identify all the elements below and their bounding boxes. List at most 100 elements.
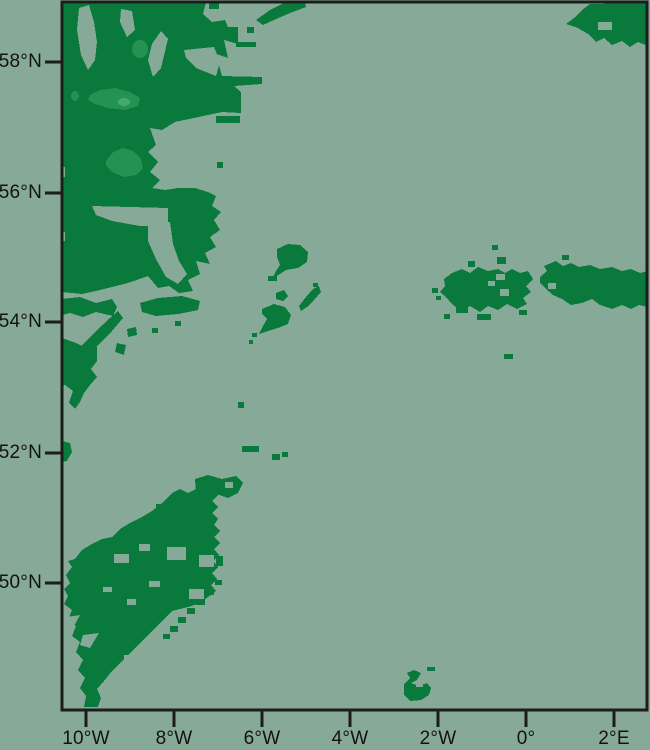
sea-inlet bbox=[148, 31, 168, 77]
sea-inlet bbox=[80, 633, 99, 648]
lon-label: 2°E bbox=[598, 728, 630, 749]
land-islet bbox=[249, 340, 253, 344]
land-highland-patch bbox=[106, 148, 143, 177]
land-islet bbox=[436, 296, 441, 300]
sea-inlet bbox=[120, 9, 135, 37]
land-islet bbox=[282, 452, 288, 457]
land-region bbox=[272, 244, 308, 279]
sea-inlet bbox=[598, 22, 612, 30]
land-highland-patch bbox=[71, 91, 79, 101]
land-islet bbox=[215, 580, 222, 585]
land-region bbox=[299, 286, 321, 311]
sea-inlet bbox=[63, 232, 65, 241]
sea-inlet bbox=[488, 281, 495, 286]
land-islet bbox=[146, 519, 152, 523]
land-region bbox=[63, 297, 117, 317]
land-islet bbox=[236, 42, 256, 47]
land-islet bbox=[178, 617, 186, 623]
lon-label: 2°W bbox=[419, 728, 457, 749]
land-region bbox=[440, 267, 533, 312]
sea-inlet bbox=[500, 289, 509, 296]
lon-label: 8°W bbox=[155, 728, 193, 749]
lon-label: 4°W bbox=[331, 728, 369, 749]
land-islet bbox=[427, 667, 435, 671]
lon-label: 10°W bbox=[62, 728, 110, 749]
land-islet bbox=[497, 257, 506, 264]
lat-label: 50°N bbox=[0, 572, 42, 593]
land-islet bbox=[130, 526, 138, 531]
map-frame bbox=[60, 0, 649, 712]
land-islet bbox=[238, 402, 244, 408]
land-region bbox=[127, 327, 137, 337]
lat-label: 54°N bbox=[0, 311, 42, 332]
lat-label: 56°N bbox=[0, 182, 42, 203]
land-islet bbox=[216, 556, 223, 566]
sea-inlet bbox=[92, 206, 168, 226]
sea-inlet bbox=[103, 587, 112, 592]
sea-inlet bbox=[548, 283, 556, 289]
land-region bbox=[64, 489, 220, 707]
land-islet bbox=[205, 589, 214, 595]
lat-label: 58°N bbox=[0, 51, 42, 72]
land-region bbox=[63, 441, 72, 462]
land-peak-patch bbox=[118, 98, 130, 106]
land-islet bbox=[468, 261, 475, 267]
land-islet bbox=[519, 310, 527, 315]
land-islet bbox=[152, 328, 158, 333]
land-islet bbox=[477, 314, 491, 320]
lon-label: 6°W bbox=[243, 728, 281, 749]
land-islet bbox=[216, 116, 240, 123]
sea-inlet bbox=[65, 615, 80, 628]
sea-inlet bbox=[496, 274, 505, 280]
land-islet bbox=[444, 314, 450, 319]
sea-inlet bbox=[189, 589, 204, 599]
land-islet bbox=[562, 255, 569, 260]
land-region bbox=[195, 475, 243, 500]
sea-inlet bbox=[225, 482, 233, 488]
sea-inlet bbox=[124, 655, 131, 660]
land-islet bbox=[163, 634, 170, 639]
land-islet bbox=[170, 626, 178, 632]
land-islet bbox=[313, 283, 318, 287]
land-islet bbox=[175, 321, 181, 326]
sea-inlet bbox=[184, 47, 220, 76]
sea-inlet bbox=[148, 222, 187, 284]
land-islet bbox=[196, 599, 205, 605]
land-islet bbox=[272, 454, 280, 460]
land-islet bbox=[492, 245, 498, 250]
land-region bbox=[115, 343, 126, 355]
sea-inlet bbox=[139, 544, 150, 551]
sea-inlet bbox=[167, 547, 186, 560]
sea-inlet bbox=[63, 167, 65, 177]
sea-inlet bbox=[199, 555, 214, 567]
sea-inlet bbox=[114, 554, 129, 563]
sea-inlet bbox=[416, 682, 423, 687]
land-islet bbox=[209, 3, 219, 9]
land-highland-patch bbox=[132, 40, 148, 58]
land-region bbox=[256, 3, 306, 25]
land-region bbox=[259, 304, 291, 334]
sea-inlet bbox=[77, 5, 97, 70]
land-region bbox=[540, 261, 646, 309]
land-islet bbox=[217, 162, 223, 168]
land-islet bbox=[268, 276, 277, 281]
sea-inlet bbox=[127, 599, 136, 605]
land-region bbox=[63, 3, 262, 294]
land-region bbox=[140, 296, 200, 316]
sea-inlet bbox=[149, 581, 160, 587]
land-islet bbox=[504, 354, 513, 359]
lat-label: 52°N bbox=[0, 442, 42, 463]
land-layer bbox=[63, 3, 646, 707]
land-islet bbox=[252, 333, 257, 337]
land-region bbox=[276, 290, 288, 301]
land-islet bbox=[156, 504, 164, 510]
land-islet bbox=[432, 288, 438, 293]
land-islet bbox=[247, 27, 254, 33]
lon-label: 0° bbox=[516, 728, 536, 749]
land-islet bbox=[242, 446, 259, 452]
land-islet bbox=[187, 608, 195, 614]
land-islet bbox=[456, 307, 468, 313]
land-region bbox=[63, 338, 97, 409]
